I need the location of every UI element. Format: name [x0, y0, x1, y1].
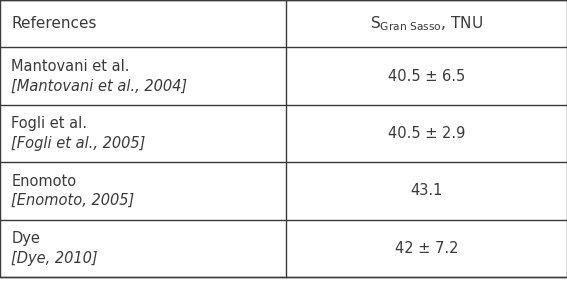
Text: 42 ± 7.2: 42 ± 7.2	[395, 241, 458, 256]
Text: 43.1: 43.1	[411, 183, 443, 198]
Text: 40.5 ± 2.9: 40.5 ± 2.9	[388, 126, 466, 141]
Text: Mantovani et al.: Mantovani et al.	[11, 59, 130, 74]
Text: References: References	[11, 16, 97, 31]
Text: 40.5 ± 6.5: 40.5 ± 6.5	[388, 69, 466, 84]
Text: [Mantovani et al., 2004]: [Mantovani et al., 2004]	[11, 78, 188, 93]
Text: $\mathrm{S}_{\mathrm{Gran\ Sasso}}$, TNU: $\mathrm{S}_{\mathrm{Gran\ Sasso}}$, TNU	[370, 14, 483, 33]
Text: Dye: Dye	[11, 231, 40, 246]
Text: Enomoto: Enomoto	[11, 174, 77, 189]
Text: [Dye, 2010]: [Dye, 2010]	[11, 251, 98, 265]
Text: [Enomoto, 2005]: [Enomoto, 2005]	[11, 193, 134, 208]
Text: Fogli et al.: Fogli et al.	[11, 116, 87, 131]
Text: [Fogli et al., 2005]: [Fogli et al., 2005]	[11, 136, 146, 151]
